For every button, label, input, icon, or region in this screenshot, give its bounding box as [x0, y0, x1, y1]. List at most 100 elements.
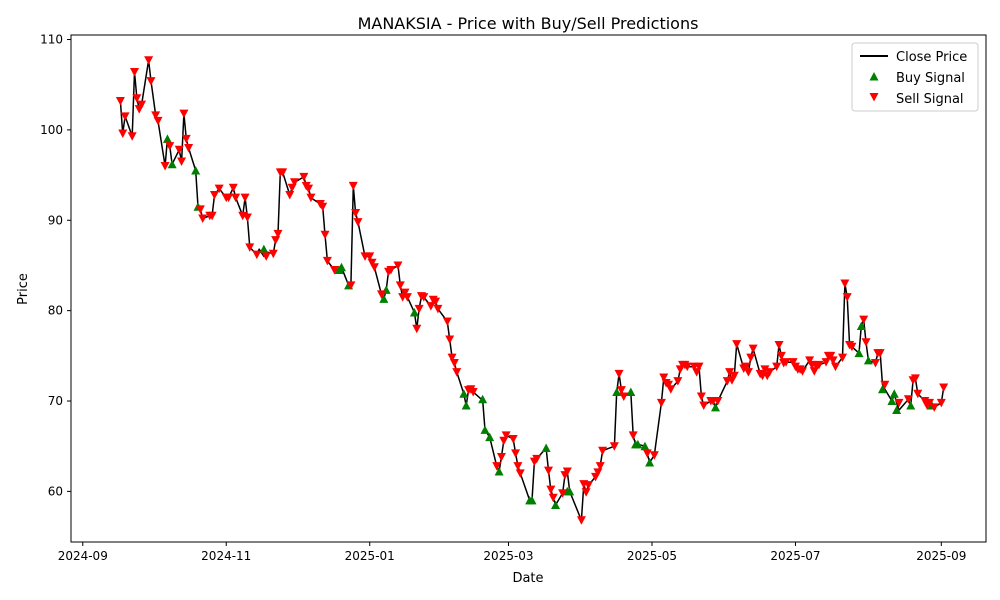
sell-signal-marker [118, 129, 128, 139]
buy-signal-marker [906, 401, 916, 410]
sell-signal-marker [278, 168, 288, 177]
sell-signal-marker [936, 398, 946, 408]
sell-signal-marker [609, 442, 619, 451]
sell-signal-marker [367, 258, 377, 268]
sell-signal-marker [115, 96, 125, 106]
sell-signal-marker [468, 387, 478, 397]
sell-signal-marker [543, 466, 553, 476]
sell-signal-marker [351, 209, 361, 218]
buy-signal-marker [878, 384, 888, 394]
buy-signal-marker [892, 405, 902, 415]
sell-signal-marker [386, 265, 396, 275]
buy-signal-marker [710, 402, 720, 412]
sell-signal-marker [289, 178, 299, 187]
sell-signal-marker [177, 157, 187, 167]
buy-signal-marker [633, 439, 643, 449]
sell-signal-marker [894, 398, 904, 408]
sell-signal-marker [614, 369, 624, 379]
sell-signal-marker [252, 250, 262, 260]
sell-signal-marker [847, 342, 857, 352]
sell-signal-marker [273, 229, 283, 239]
sell-signal-marker [285, 190, 295, 200]
sell-signal-marker [746, 353, 756, 363]
sell-signal-marker [732, 340, 742, 349]
sell-signal-marker [649, 451, 659, 460]
sell-signal-marker [146, 77, 156, 86]
buy-signal-marker [337, 262, 347, 272]
sell-signal-marker [859, 315, 869, 325]
sell-signal-marker [402, 293, 412, 302]
sell-signal-marker [240, 193, 250, 203]
sell-signal-marker [419, 293, 429, 302]
legend-sell-label: Sell Signal [896, 92, 964, 107]
buy-signal-marker [191, 166, 201, 175]
sell-signal-marker [663, 380, 673, 390]
x-tick-label: 2024-11 [201, 549, 251, 563]
sell-signal-marker [513, 462, 523, 471]
sell-signal-marker [508, 434, 518, 444]
sell-signal-marker [137, 100, 147, 110]
sell-signal-marker [412, 324, 422, 334]
sell-signal-marker [696, 392, 706, 401]
sell-signal-marker [400, 288, 410, 298]
sell-signal-marker [426, 302, 436, 311]
buy-signal-marker [565, 486, 575, 496]
sell-signal-marker [120, 112, 130, 121]
buy-signal-marker [856, 321, 866, 331]
buy-signal-marker [541, 443, 551, 453]
buy-signal-marker [480, 425, 490, 434]
sell-signal-marker [369, 263, 379, 272]
sell-signal-marker [452, 368, 462, 377]
sell-signal-marker [861, 338, 871, 347]
sell-signal-marker [772, 362, 782, 372]
sell-signal-marker [774, 340, 784, 350]
buy-signal-marker [645, 457, 655, 467]
buy-signal-marker [887, 396, 897, 406]
sell-signal-marker [642, 449, 652, 458]
sell-signal-marker [826, 351, 836, 361]
sell-signal-marker [713, 397, 723, 406]
sell-signal-marker [376, 290, 386, 299]
sell-signal-marker [913, 389, 923, 399]
sell-signal-marker [393, 261, 403, 270]
sell-signal-marker [875, 349, 885, 358]
sell-signal-marker [445, 335, 455, 345]
x-tick-label: 2025-01 [345, 549, 395, 563]
sell-signal-marker [322, 256, 332, 266]
buy-signal-marker [854, 348, 864, 358]
legend-buy-label: Buy Signal [896, 71, 965, 86]
buy-signal-marker [461, 401, 471, 410]
sell-signal-marker [144, 56, 154, 65]
sell-signal-marker [151, 111, 161, 120]
sell-signal-marker [209, 190, 219, 200]
y-tick-label: 60 [48, 484, 63, 498]
sell-signal-marker [598, 446, 608, 456]
y-tick-label: 110 [40, 33, 63, 47]
sell-signal-marker [699, 401, 709, 411]
sell-signal-marker [673, 377, 683, 386]
sell-signal-marker [628, 431, 638, 440]
sell-signal-marker [548, 493, 558, 503]
sell-signal-marker [616, 386, 626, 395]
y-tick-label: 100 [40, 123, 63, 137]
sell-signal-marker [329, 265, 339, 275]
sell-signal-marker [576, 516, 586, 525]
y-tick-label: 80 [48, 304, 63, 318]
buy-signal-marker [494, 467, 504, 476]
sell-signal-marker [781, 358, 791, 367]
sell-signal-marker [245, 243, 255, 252]
sell-signal-marker [925, 398, 935, 408]
sell-signal-marker [449, 359, 459, 368]
sell-signal-marker [581, 488, 591, 497]
sell-signal-marker [830, 362, 840, 372]
legend-box [851, 42, 979, 112]
sell-signal-marker [346, 281, 356, 290]
buy-signal-marker [162, 134, 172, 143]
sell-signal-marker [433, 304, 443, 314]
plot-frame [70, 34, 987, 543]
buy-signal-marker [459, 389, 469, 398]
close-price-line [119, 59, 945, 522]
sell-signal-marker [729, 371, 739, 381]
sell-signal-marker [765, 368, 775, 377]
